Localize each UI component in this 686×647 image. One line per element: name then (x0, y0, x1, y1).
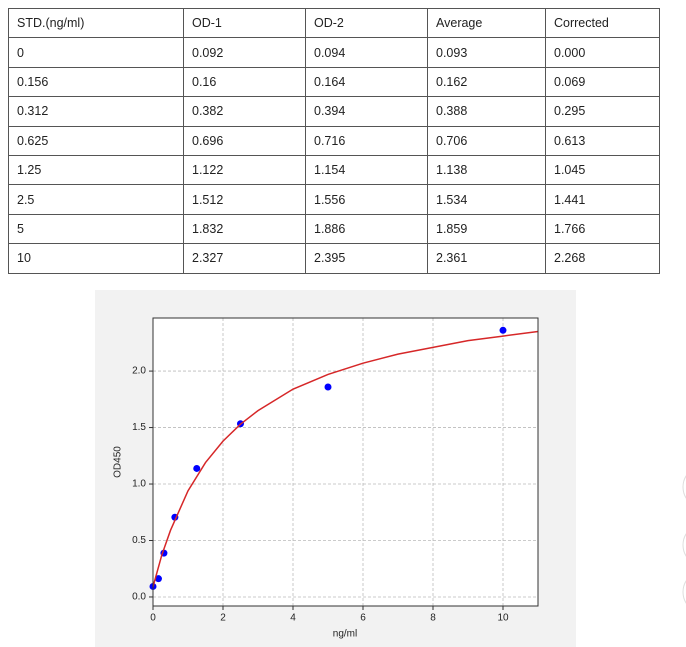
side-button[interactable] (682, 571, 686, 613)
data-point (324, 383, 332, 391)
side-button[interactable] (682, 524, 686, 566)
table-cell: 0.706 (427, 125, 546, 156)
table-cell: Corrected (545, 7, 660, 39)
table-cell: 2.361 (427, 243, 546, 274)
table-cell: 10 (8, 243, 184, 274)
table-row: 10 2.327 2.395 2.361 2.268 (8, 243, 660, 274)
data-point (193, 464, 201, 472)
table-cell: 0.162 (427, 66, 546, 98)
table-row: 5 1.832 1.886 1.859 1.766 (8, 213, 660, 245)
plot-area (153, 318, 538, 606)
table-cell: 0.094 (305, 37, 428, 68)
x-tick-label: 2 (220, 613, 226, 624)
x-tick-label: 0 (150, 613, 156, 624)
table-cell: 0.092 (183, 37, 306, 68)
table-cell: Average (427, 7, 546, 39)
fit-curve (152, 330, 539, 588)
y-tick-label: 0.0 (132, 592, 146, 603)
table-cell: 0.388 (427, 96, 546, 127)
y-tick-label: 0.5 (132, 535, 146, 546)
x-axis-label: ng/ml (333, 629, 357, 640)
table-row: 0 0.092 0.094 0.093 0.000 (8, 37, 660, 68)
table-cell: 1.441 (545, 184, 660, 215)
table-cell: 2.395 (305, 243, 428, 274)
header-row: STD.(ng/ml) OD-1 OD-2 Average Corrected (8, 7, 660, 39)
data-point (499, 326, 507, 334)
data-point (154, 575, 162, 583)
y-tick-label: 1.0 (132, 479, 146, 490)
table-row: 0.312 0.382 0.394 0.388 0.295 (8, 96, 660, 127)
table-cell: 1.766 (545, 213, 660, 245)
x-tick-label: 6 (360, 613, 366, 624)
table-cell: 2.268 (545, 243, 660, 274)
table-cell: 1.122 (183, 154, 306, 186)
y-tick-label: 2.0 (132, 366, 146, 377)
x-tick-label: 4 (290, 613, 296, 624)
x-tick-label: 8 (430, 613, 436, 624)
y-axis-label: OD450 (113, 446, 124, 478)
table-cell: 1.886 (305, 213, 428, 245)
table-cell: 0.394 (305, 96, 428, 127)
table-cell: 0.164 (305, 66, 428, 98)
y-tick-label: 1.5 (132, 422, 146, 433)
data-table: STD.(ng/ml) OD-1 OD-2 Average Corrected 0 0.09… (8, 7, 660, 274)
table-cell: 1.138 (427, 154, 546, 186)
table-cell: 2.327 (183, 243, 306, 274)
table-cell: OD-1 (183, 7, 306, 39)
plot-frame (152, 317, 539, 607)
side-button[interactable] (682, 466, 686, 508)
table-cell: STD.(ng/ml) (8, 7, 184, 39)
table-cell: 1.045 (545, 154, 660, 186)
x-tick-label: 10 (497, 613, 509, 624)
table-cell: 0.312 (8, 96, 184, 127)
table-cell: 0.696 (183, 125, 306, 156)
table-cell: 2.5 (8, 184, 184, 215)
